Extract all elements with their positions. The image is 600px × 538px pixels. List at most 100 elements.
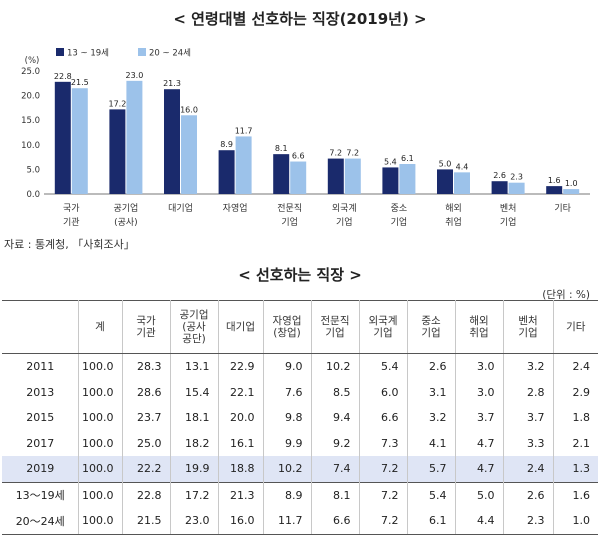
table-cell: 18.8 [217, 456, 263, 482]
x-tick-label: 대기업 [168, 203, 193, 214]
table-row: 2013 100.0 28.6 15.4 22.1 7.6 8.5 6.0 3.1 3.0 2.8 2… [2, 379, 598, 405]
table-cell: 3.0 [454, 353, 503, 380]
bar [546, 186, 563, 194]
column-header: 전문직 기업 [310, 300, 359, 354]
table-cell: 20.0 [217, 405, 263, 431]
table-cell: 3.2 [502, 353, 553, 380]
data-label: 2.6 [493, 171, 506, 180]
table-cell: 4.4 [454, 508, 503, 535]
data-label: 2.3 [510, 173, 523, 182]
data-label: 22.8 [54, 72, 72, 81]
table-cell: 7.2 [358, 456, 407, 482]
legend-label: 20 ~ 24세 [149, 49, 191, 59]
table-cell: 9.0 [262, 353, 311, 380]
bar [327, 158, 344, 194]
x-tick-label: 기업 [281, 217, 298, 228]
y-tick-label: 20.0 [21, 92, 40, 102]
table-cell: 9.8 [262, 405, 311, 431]
bar [164, 89, 180, 194]
table-cell: 1.6 [552, 481, 598, 508]
data-label: 16.0 [180, 105, 198, 114]
table-cell: 100.0 [77, 405, 122, 431]
data-label: 6.6 [292, 152, 305, 161]
data-label: 1.0 [565, 179, 578, 188]
bar [126, 80, 143, 194]
table-cell: 13～19세 [2, 481, 78, 508]
bar [109, 109, 126, 194]
legend-label: 13 ~ 19세 [67, 49, 109, 59]
table-cell: 3.0 [454, 379, 503, 405]
table-cell: 2.4 [502, 456, 553, 482]
table-row: 20～24세 100.0 21.5 23.0 16.0 11.7 6.6 7.2 6.1 4.4 2… [2, 508, 598, 535]
table-cell: 2.3 [502, 508, 553, 535]
bar [181, 115, 197, 194]
bar [273, 154, 290, 194]
bar [71, 88, 88, 194]
table-cell: 100.0 [77, 430, 122, 456]
table-body: 2011 100.0 28.3 13.1 22.9 9.0 10.2 5.4 2.6 3.0 3.2… [2, 353, 598, 535]
table-cell: 3.7 [502, 405, 553, 431]
table-cell: 25.0 [121, 430, 170, 456]
table-cell: 4.7 [454, 430, 503, 456]
y-tick-label: 25.0 [21, 67, 40, 77]
bar [290, 161, 307, 194]
bar [437, 169, 453, 194]
table-cell: 7.6 [262, 379, 311, 405]
source-note: 자료 : 통계청, 「사회조사」 [4, 238, 135, 251]
bar [454, 172, 470, 194]
x-tick-label: 기업 [391, 217, 408, 228]
table-cell: 1.3 [552, 456, 598, 482]
bar [344, 158, 361, 194]
table-row: 2019 100.0 22.2 19.9 18.8 10.2 7.4 7.2 5.7 4.7 2.4… [2, 456, 598, 482]
table-cell: 100.0 [77, 481, 122, 508]
x-tick-label: 전문직 [277, 203, 302, 214]
column-header [2, 300, 78, 354]
x-tick-label: 국가 [63, 203, 80, 214]
data-label: 7.2 [346, 149, 359, 158]
table-cell: 7.2 [358, 508, 407, 535]
table-cell: 7.2 [358, 481, 407, 508]
table-cell: 18.2 [169, 430, 218, 456]
table-cell: 5.4 [358, 353, 407, 380]
table-cell: 22.1 [217, 379, 263, 405]
x-tick-label: 기타 [554, 203, 571, 214]
table-cell: 11.7 [262, 508, 311, 535]
table-cell: 28.6 [121, 379, 170, 405]
table-cell: 2.6 [406, 353, 455, 380]
data-label: 5.4 [384, 157, 397, 166]
table-cell: 17.2 [169, 481, 218, 508]
table-cell: 9.4 [310, 405, 359, 431]
table-cell: 1.8 [552, 405, 598, 431]
chart-title: < 연령대별 선호하는 직장(2019년) > [173, 10, 427, 28]
table-cell: 2019 [2, 456, 78, 482]
table-cell: 8.1 [310, 481, 359, 508]
table-cell: 7.3 [358, 430, 407, 456]
data-label: 17.2 [108, 99, 126, 108]
x-tick-label: 기관 [63, 217, 80, 228]
table-cell: 3.3 [502, 430, 553, 456]
x-tick-label: 외국계 [332, 202, 357, 214]
bar [491, 181, 508, 194]
table-cell: 100.0 [77, 508, 122, 535]
column-header: 기타 [552, 300, 598, 354]
table-cell: 22.8 [121, 481, 170, 508]
table-cell: 6.1 [406, 508, 455, 535]
x-tick-label: 자영업 [223, 203, 248, 214]
table-cell: 100.0 [77, 353, 122, 380]
table-cell: 2.4 [552, 353, 598, 380]
data-label: 1.6 [548, 176, 561, 185]
bar [218, 150, 235, 194]
data-label: 4.4 [456, 162, 469, 171]
table-cell: 5.4 [406, 481, 455, 508]
column-header: 계 [77, 300, 122, 354]
bar [382, 167, 399, 194]
table-cell: 6.6 [358, 405, 407, 431]
table-cell: 23.0 [169, 508, 218, 535]
legend-swatch [138, 48, 146, 56]
table-cell: 10.2 [262, 456, 311, 482]
table-cell: 18.1 [169, 405, 218, 431]
y-axis-label: (%) [25, 56, 40, 66]
table-cell: 21.5 [121, 508, 170, 535]
table-cell: 6.0 [358, 379, 407, 405]
data-label: 21.5 [71, 78, 89, 87]
